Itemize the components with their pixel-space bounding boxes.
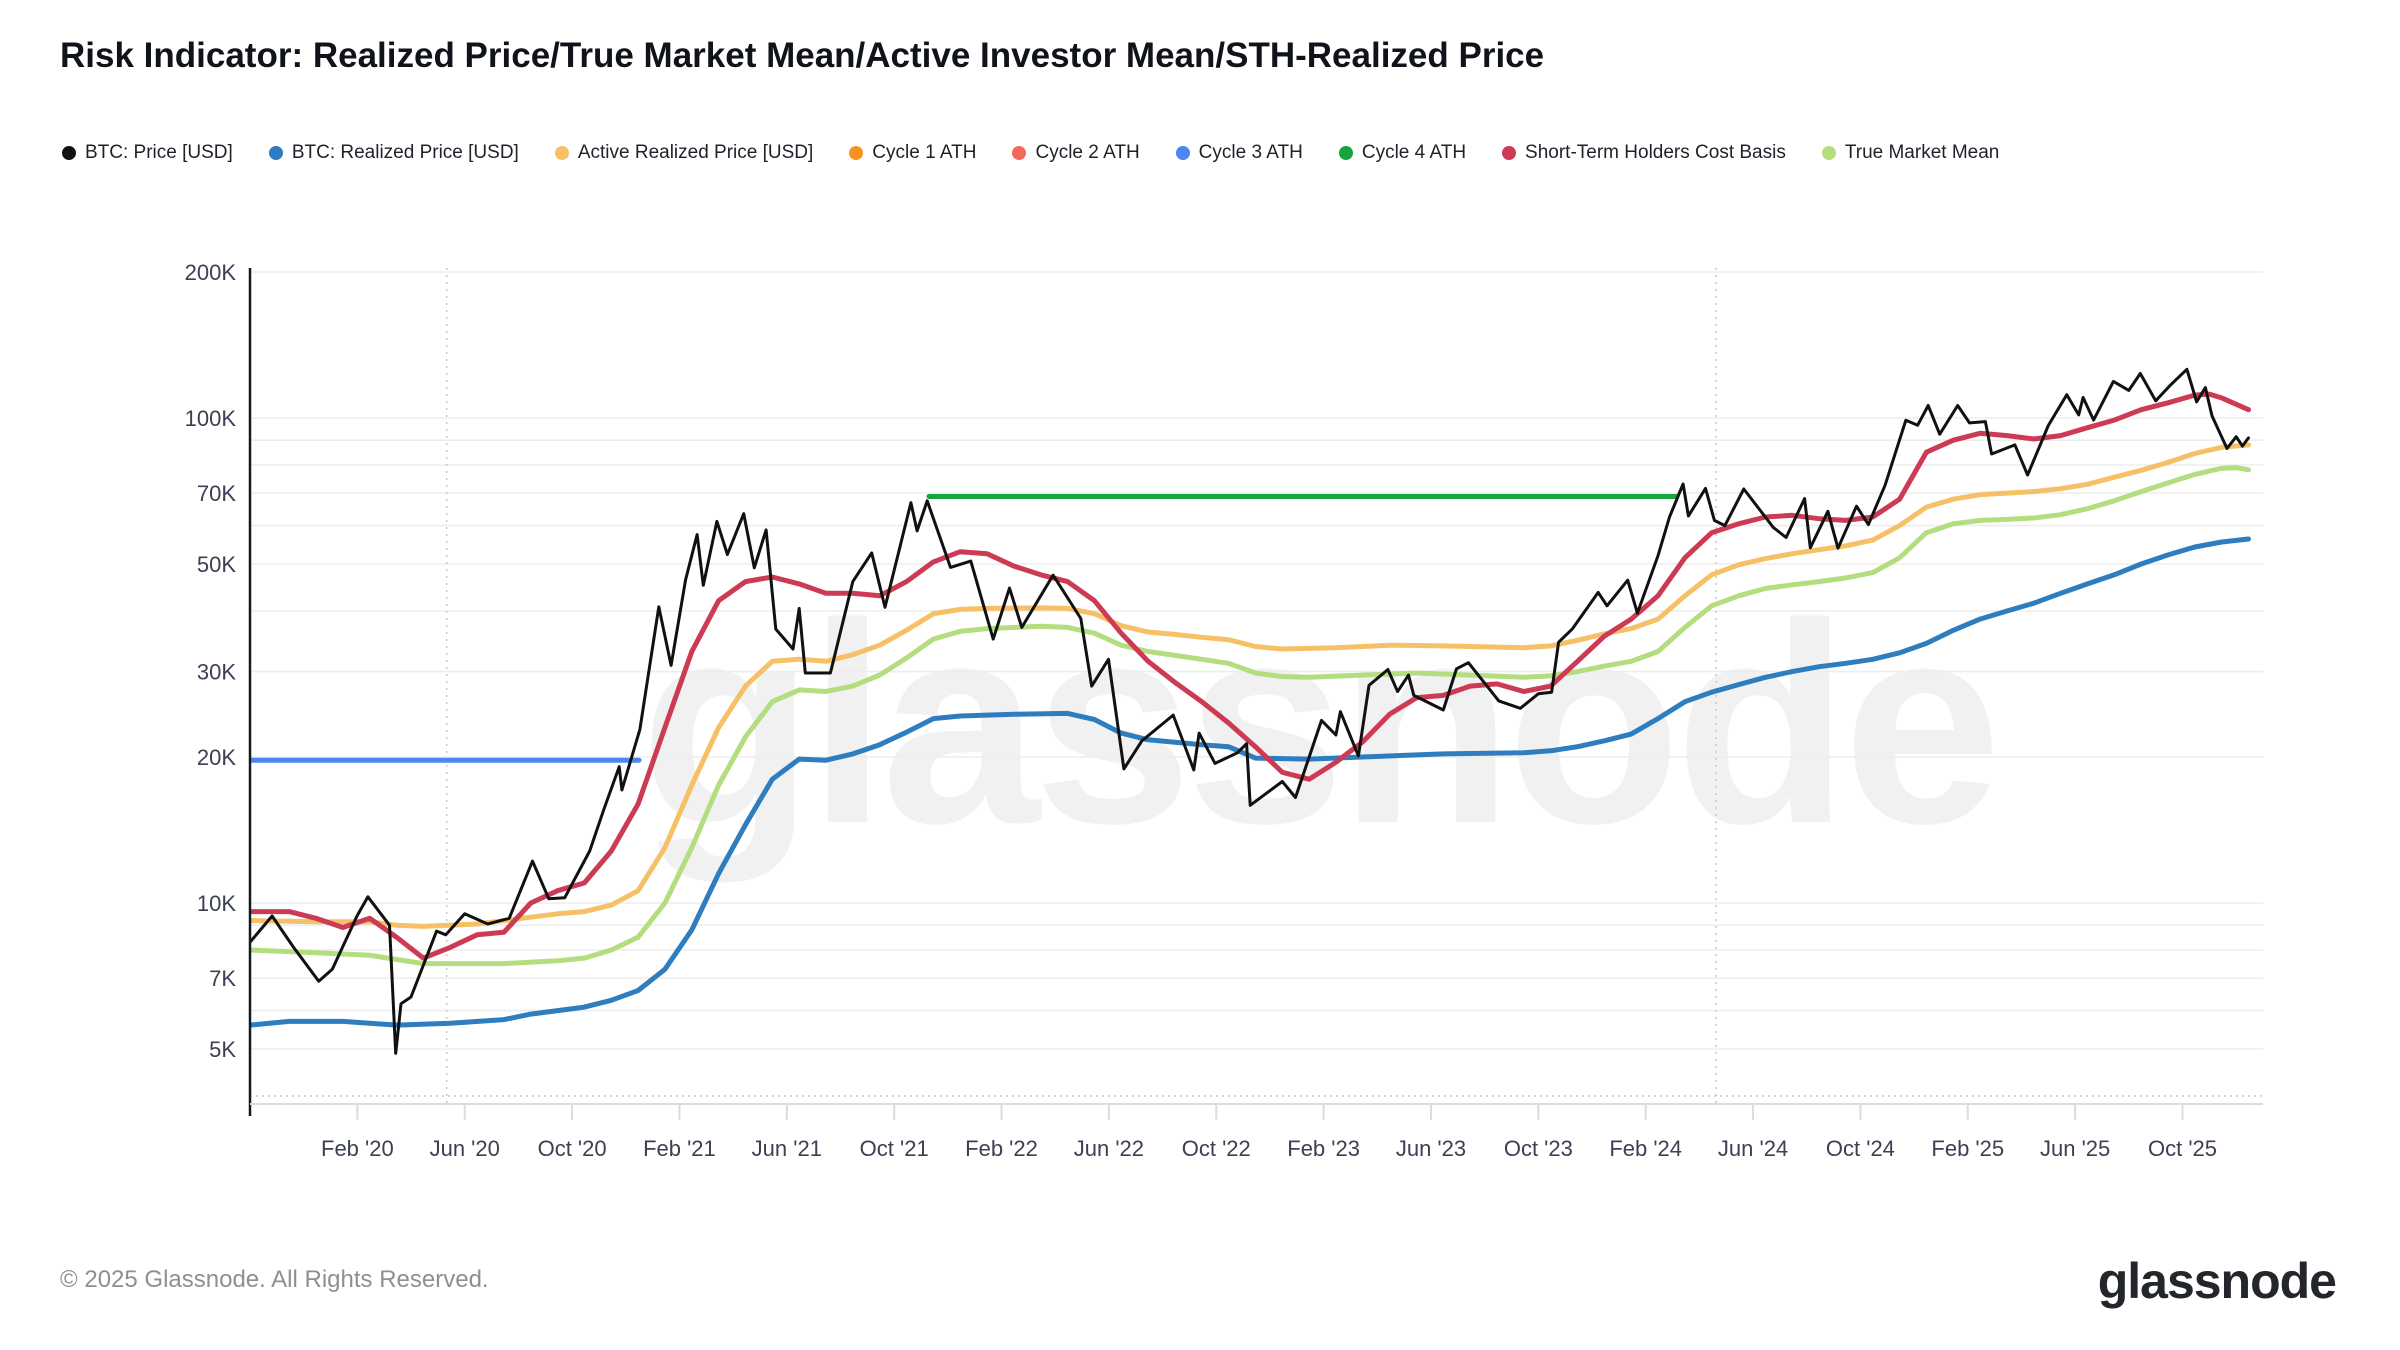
x-tick-label: Feb '21 [643, 1136, 716, 1161]
legend-dot [1175, 146, 1190, 160]
glassnode-logo: glassnode [2097, 1253, 2337, 1309]
series-true-market-mean [250, 465, 2251, 967]
y-tick-label: 20K [197, 745, 236, 770]
legend-item-btc-realized-price-usd[interactable]: BTC: Realized Price [USD] [268, 142, 519, 164]
x-tick-label: Oct '25 [2148, 1136, 2217, 1161]
legend-dot [554, 146, 569, 160]
series-btc-realized-price-usd [250, 536, 2251, 1028]
x-tick-label: Jun '20 [430, 1136, 500, 1161]
legend-label: Cycle 2 ATH [1035, 142, 1140, 163]
series-btc-price-usd [250, 367, 2250, 1055]
legend-item-cycle-1-ath[interactable]: Cycle 1 ATH [849, 142, 976, 164]
legend-label: Short-Term Holders Cost Basis [1525, 142, 1786, 163]
x-tick-label: Feb '25 [1931, 1136, 2004, 1161]
x-tick-label: Oct '24 [1826, 1136, 1895, 1161]
x-tick-label: Feb '22 [965, 1136, 1038, 1161]
legend-label: True Market Mean [1844, 142, 2000, 163]
legend-item-cycle-4-ath[interactable]: Cycle 4 ATH [1338, 142, 1467, 164]
y-tick-label: 70K [197, 481, 236, 506]
x-tick-label: Feb '24 [1609, 1136, 1682, 1161]
chart-canvas[interactable]: glassnode 200K 100K 70K 50K 30K 20K 10K 7K 5K Feb … [0, 0, 2400, 1230]
legend-item-cycle-3-ath[interactable]: Cycle 3 ATH [1175, 142, 1303, 164]
series-active-realized-price-usd [250, 442, 2251, 929]
legend-label: BTC: Realized Price [USD] [291, 142, 519, 163]
y-tick-label: 5K [209, 1037, 236, 1062]
y-tick-label: 7K [209, 966, 236, 991]
legend-dot [1012, 146, 1027, 160]
legend-label: Cycle 3 ATH [1198, 142, 1303, 163]
y-tick-label: 200K [185, 260, 237, 285]
legend-label: Cycle 1 ATH [872, 142, 977, 163]
legend-item-cycle-2-ath[interactable]: Cycle 2 ATH [1012, 142, 1140, 164]
x-tick-label: Jun '23 [1396, 1136, 1466, 1161]
x-tick-label: Oct '21 [860, 1136, 929, 1161]
legend-label: Active Realized Price [USD] [577, 142, 814, 163]
legend-dot [268, 146, 283, 160]
legend-label: Cycle 4 ATH [1361, 142, 1467, 163]
y-tick-label: 50K [197, 552, 236, 577]
legend-item-true-market-mean[interactable]: True Market Mean [1821, 142, 2000, 164]
page-title: Risk Indicator: Realized Price/True Mark… [60, 36, 1545, 75]
y-tick-label: 30K [197, 660, 236, 685]
legend-dot [1502, 146, 1517, 160]
legend-item-active-realized-price-usd[interactable]: Active Realized Price [USD] [554, 142, 814, 164]
copyright-text: © 2025 Glassnode. All Rights Reserved. [60, 1266, 489, 1293]
x-tick-label: Jun '25 [2040, 1136, 2110, 1161]
legend: BTC: Price [USD] BTC: Realized Price [USD… [62, 142, 1999, 164]
x-tick-label: Feb '23 [1287, 1136, 1360, 1161]
x-tick-label: Jun '21 [752, 1136, 822, 1161]
y-tick-label: 10K [197, 891, 236, 916]
legend-item-short-term-holders-cost-basis[interactable]: Short-Term Holders Cost Basis [1502, 142, 1786, 164]
y-tick-label: 100K [185, 406, 237, 431]
legend-dot [62, 146, 76, 160]
legend-item-btc-price-usd[interactable]: BTC: Price [USD] [62, 142, 233, 164]
x-tick-label: Feb '20 [321, 1136, 394, 1161]
x-tick-label: Jun '24 [1718, 1136, 1788, 1161]
legend-dot [849, 146, 864, 160]
legend-dot [1338, 146, 1353, 160]
x-tick-label: Jun '22 [1074, 1136, 1144, 1161]
watermark: glassnode [640, 565, 1996, 884]
legend-label: BTC: Price [USD] [85, 142, 233, 163]
x-tick-label: Oct '22 [1182, 1136, 1251, 1161]
series-short-term-holders-cost-basis [250, 391, 2251, 961]
x-tick-label: Oct '20 [538, 1136, 607, 1161]
legend-dot [1821, 146, 1836, 160]
x-tick-label: Oct '23 [1504, 1136, 1573, 1161]
